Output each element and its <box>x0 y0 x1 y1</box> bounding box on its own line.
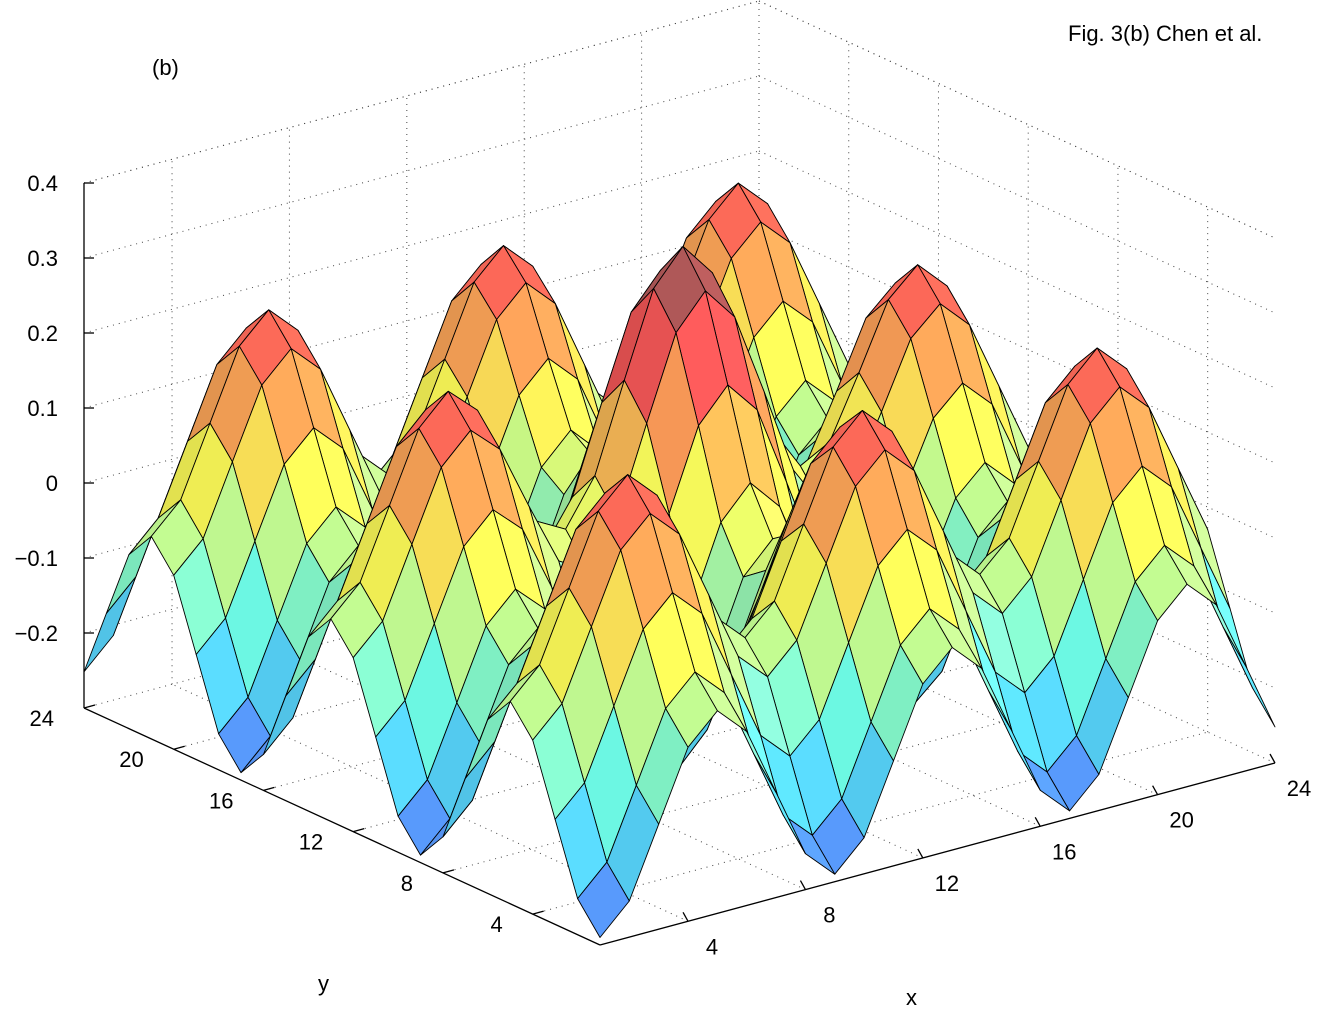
x-axis-line <box>599 762 1276 946</box>
x-axis-label: x <box>906 985 917 1010</box>
x-tick-mark <box>799 880 807 890</box>
panel-label: (b) <box>152 55 179 80</box>
y-tick-mark <box>442 869 455 874</box>
z-tick-label: 0.2 <box>27 321 58 346</box>
y-tick-label: 20 <box>119 747 143 772</box>
z-tick-label: 0.1 <box>27 396 58 421</box>
y-tick-label: 24 <box>30 706 54 731</box>
y-axis-label: y <box>318 971 329 996</box>
y-tick-mark <box>173 745 185 750</box>
surface-mesh <box>83 182 1276 938</box>
x-tick-mark <box>682 911 689 922</box>
axes <box>83 183 1276 946</box>
x-tick-mark <box>1034 816 1041 827</box>
y-tick-label: 12 <box>299 830 323 855</box>
figure-caption: Fig. 3(b) Chen et al. <box>1068 21 1262 46</box>
z-tick-label: 0.3 <box>27 246 58 271</box>
y-axis-line <box>83 707 601 946</box>
grid-line <box>83 0 760 184</box>
z-tick-label: −0.2 <box>15 621 58 646</box>
x-tick-label: 4 <box>706 934 718 959</box>
y-tick-mark <box>532 910 544 915</box>
x-tick-label: 8 <box>823 903 835 928</box>
x-tick-mark <box>1152 785 1159 795</box>
x-tick-label: 16 <box>1052 839 1076 864</box>
grid-line <box>83 75 760 259</box>
z-tick-label: 0.4 <box>27 171 58 196</box>
surface-facet <box>577 861 630 938</box>
y-tick-mark <box>263 786 275 792</box>
y-tick-label: 4 <box>490 912 502 937</box>
x-tick-mark <box>917 848 924 859</box>
x-tick-label: 12 <box>935 871 959 896</box>
y-tick-mark <box>353 828 365 833</box>
y-tick-mark <box>83 704 96 709</box>
surface-facet <box>1222 626 1276 728</box>
x-tick-mark <box>1269 753 1276 764</box>
x-tick-label: 20 <box>1169 808 1193 833</box>
grid-line <box>83 150 760 334</box>
z-tick-label: 0 <box>46 471 58 496</box>
surface-facet <box>83 576 137 673</box>
y-tick-label: 16 <box>209 788 233 813</box>
grid-line <box>758 75 1276 314</box>
y-tick-label: 8 <box>401 871 413 896</box>
x-tick-label: 24 <box>1287 776 1311 801</box>
grid-line <box>83 225 760 409</box>
z-tick-label: −0.1 <box>15 546 58 571</box>
tick-labels: −0.2 −0.1 0 0.1 0.2 0.3 0.4 4 8 12 16 20 24 4 8 12 16 20 2… <box>15 171 1312 959</box>
